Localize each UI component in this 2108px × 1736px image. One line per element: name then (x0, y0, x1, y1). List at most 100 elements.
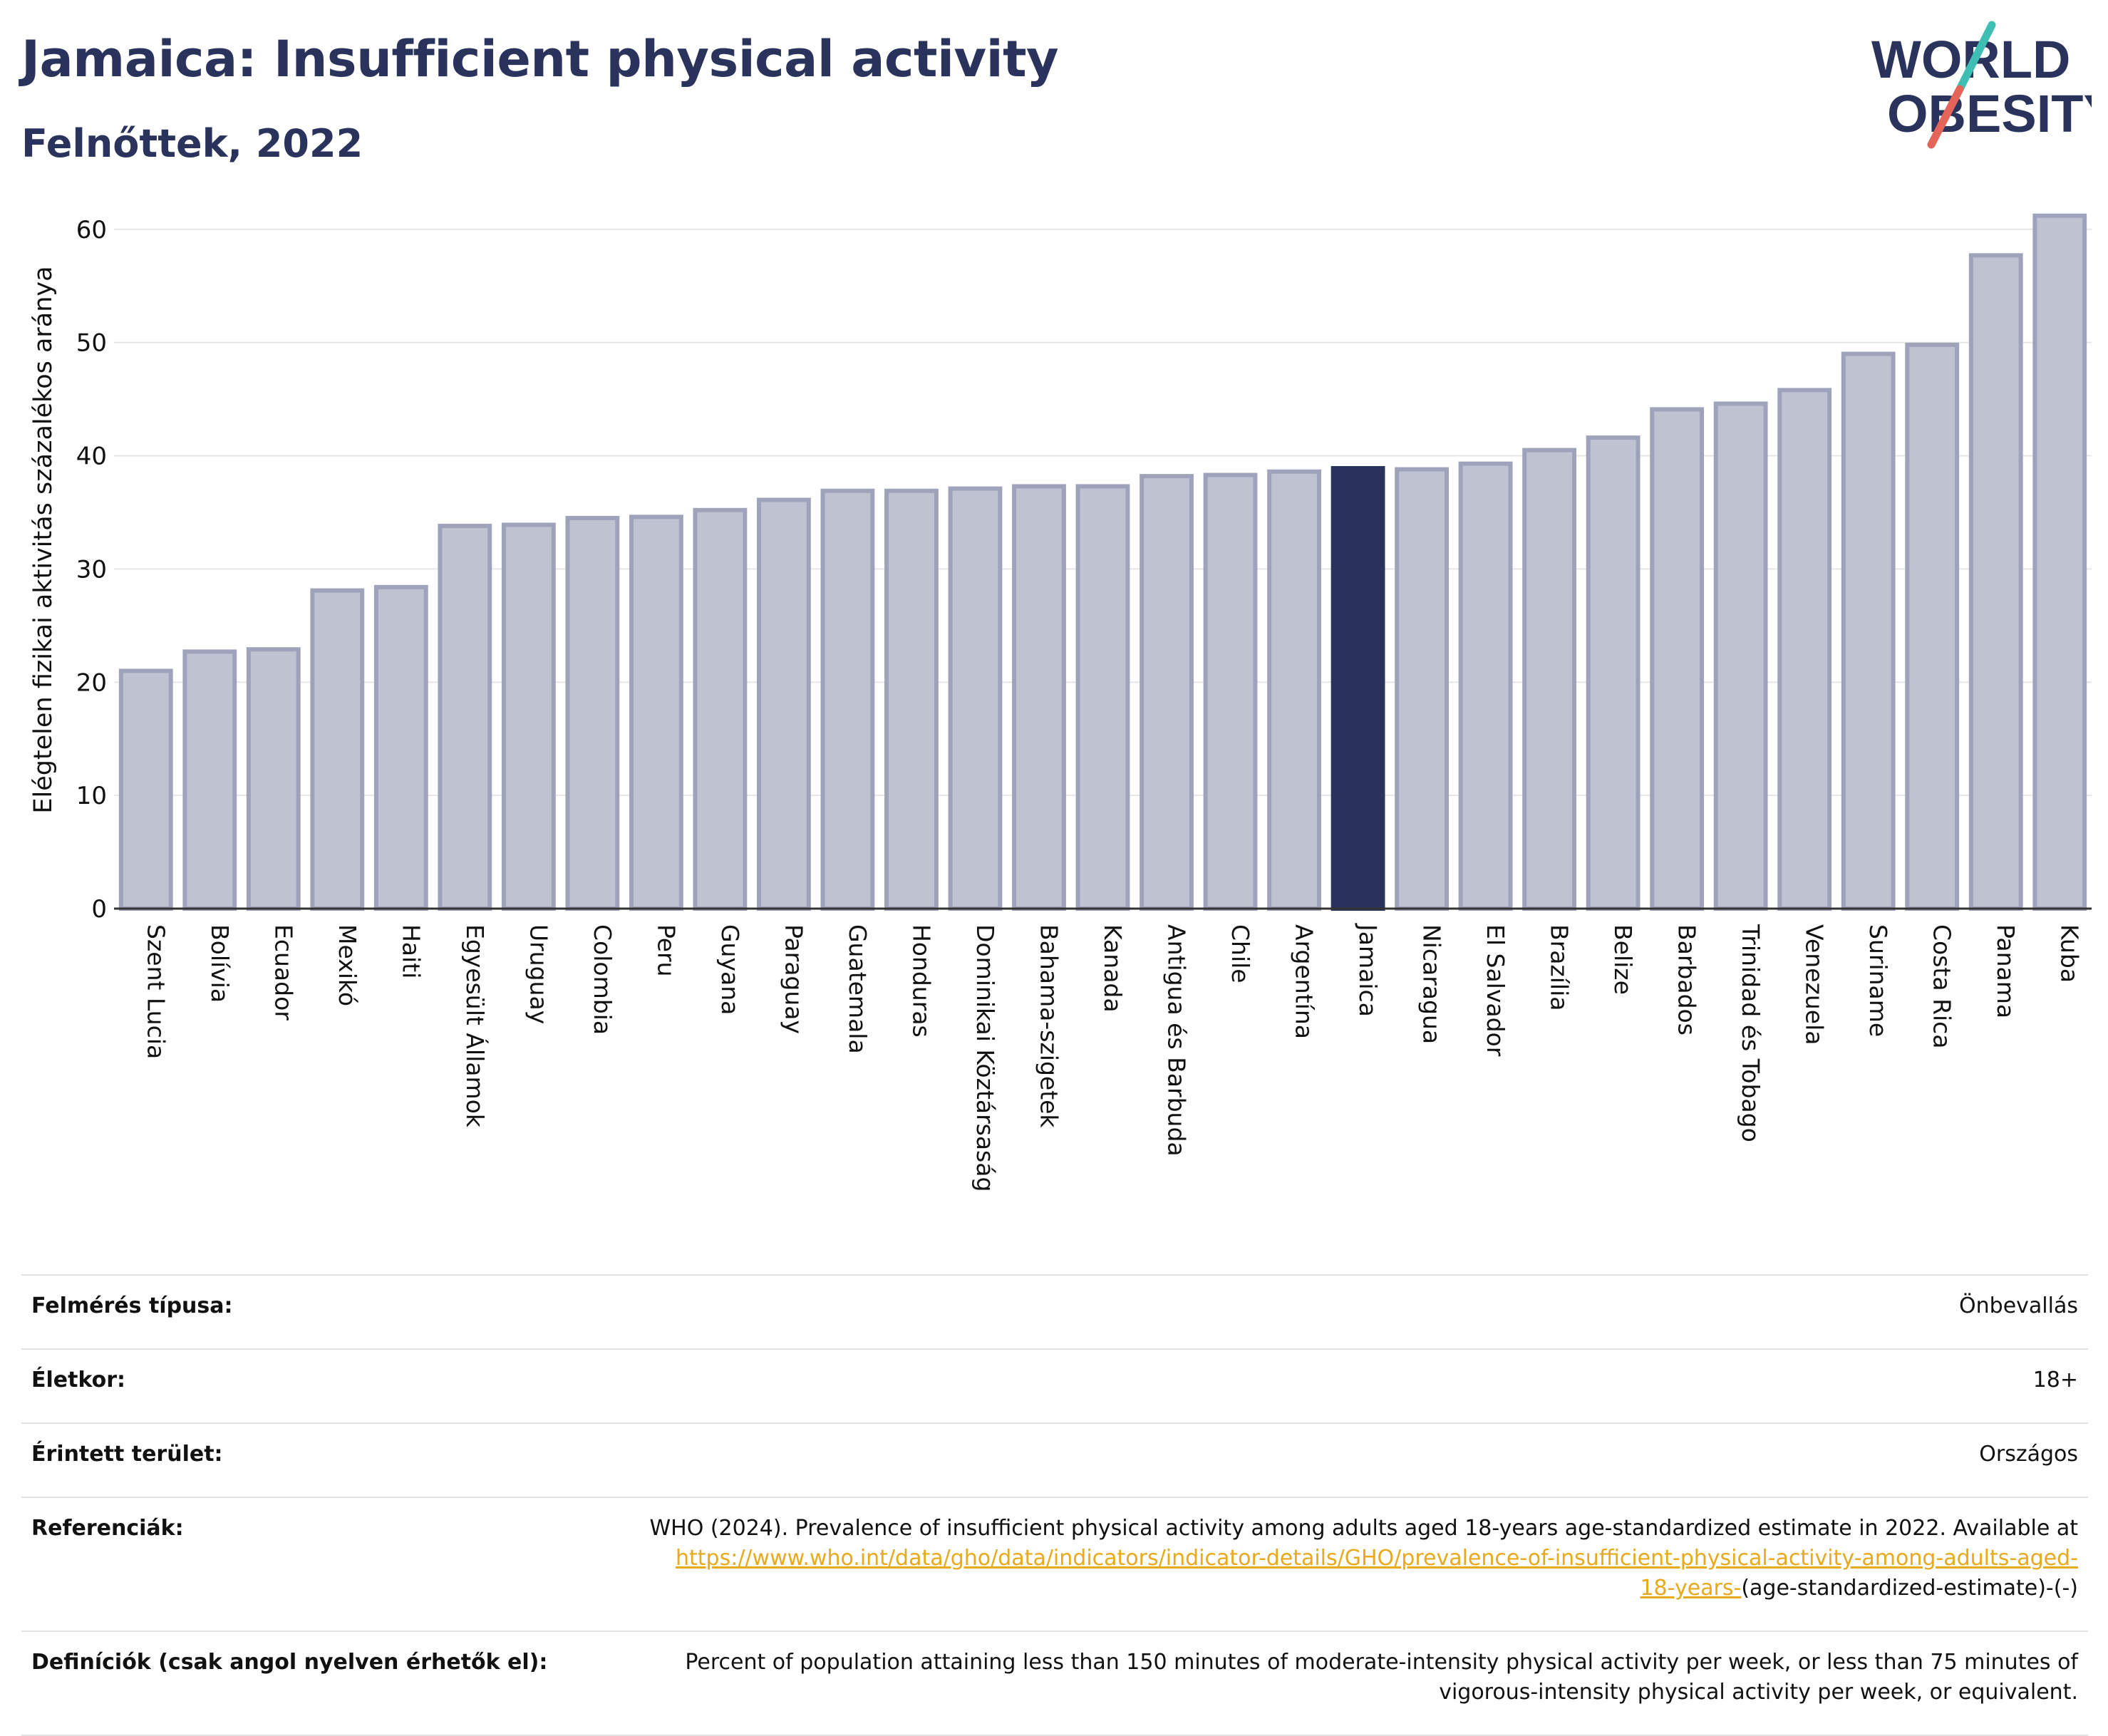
x-tick-label: Ecuador (269, 924, 297, 1021)
bar-venezuela (1777, 388, 1832, 911)
bar-colombia (565, 515, 620, 911)
definitions-line-1: Percent of population attaining less tha… (685, 1650, 2078, 1675)
bar-costa-rica (1905, 342, 1960, 911)
y-tick-label: 40 (76, 443, 107, 471)
bar-paraguay (757, 497, 811, 911)
bar-chile (1203, 472, 1258, 911)
x-tick-label: Jamaica (1354, 923, 1382, 1017)
bar-kuba (2032, 213, 2087, 911)
x-tick-label: Bolívia (206, 924, 234, 1003)
bar-guatemala (820, 488, 875, 911)
x-tick-label: Brazília (1546, 924, 1574, 1011)
bar-mexik- (310, 588, 365, 911)
bar-ecuador (246, 647, 301, 911)
bar-antigua-s-barbuda (1140, 474, 1194, 911)
references-link-cont[interactable]: 18-years- (1640, 1576, 1742, 1601)
x-tick-label: Trinidad és Tobago (1737, 924, 1765, 1142)
info-value: 18+ (557, 1348, 2088, 1424)
y-tick-label: 60 (76, 216, 107, 244)
y-tick-label: 50 (76, 329, 107, 358)
references-suffix: (age-standardized-estimate)-(-) (1741, 1576, 2078, 1601)
logo-text-obesity: OBESITY (1887, 84, 2092, 143)
bar-suriname (1841, 351, 1896, 911)
info-label: Érintett terület: (21, 1422, 558, 1498)
x-tick-label: Barbados (1673, 924, 1701, 1035)
x-tick-label: Kuba (2056, 924, 2084, 983)
info-row-references: Referenciák: WHO (2024). Prevalence of i… (21, 1497, 2088, 1632)
definitions-line-2: vigorous-intensity physical activity per… (1439, 1680, 2078, 1705)
info-row-age: Életkor: 18+ (21, 1348, 2088, 1424)
x-tick-label: Chile (1226, 924, 1254, 983)
bar-el-salvador (1458, 461, 1513, 911)
x-tick-label: Szent Lucia (142, 924, 170, 1059)
bar-braz-lia (1522, 448, 1577, 911)
x-tick-label: Guatemala (844, 924, 872, 1054)
logo-slash-red (1927, 85, 1964, 149)
bars (118, 213, 2087, 911)
x-tick-label: Bahama-szigetek (1035, 924, 1063, 1128)
references-text: WHO (2024). Prevalence of insufficient p… (649, 1516, 2078, 1541)
bar-dominikai-k-zt-rsas-g (948, 486, 1003, 911)
x-tick-label: Antigua és Barbuda (1163, 924, 1191, 1157)
bar-szent-lucia (118, 668, 173, 911)
bar-belize (1586, 435, 1641, 911)
x-tick-label: Haiti (397, 924, 425, 978)
x-tick-label: Suriname (1864, 924, 1892, 1037)
x-tick-label: Belize (1609, 924, 1637, 995)
x-tick-label: Argentína (1291, 924, 1318, 1039)
definitions-value: Percent of population attaining less tha… (557, 1631, 2088, 1736)
x-tick-label: Colombia (589, 924, 616, 1035)
info-label: Felmérés típusa: (21, 1274, 558, 1350)
x-tick-label: Honduras (907, 924, 935, 1038)
x-tick-labels: Szent Lucia Bolívia Ecuador Mexikó Haiti Egye… (142, 923, 2083, 1192)
x-tick-label: Dominikai Köztársaság (971, 924, 999, 1192)
bar-bahama-szigetek (1012, 484, 1066, 911)
info-row-definitions: Definíciók (csak angol nyelven érhetők e… (21, 1631, 2088, 1736)
references-value: WHO (2024). Prevalence of insufficient p… (557, 1497, 2088, 1632)
x-tick-label: Kanada (1099, 924, 1127, 1013)
info-label: Életkor: (21, 1348, 558, 1424)
bar-honduras (884, 488, 939, 911)
info-label: Referenciák: (21, 1497, 558, 1632)
info-row-area: Érintett terület: Országos (21, 1422, 2088, 1498)
bar-jamaica (1331, 465, 1385, 911)
chart-subtitle: Felnőttek, 2022 (21, 121, 363, 166)
y-tick-label: 10 (76, 782, 107, 810)
info-value: Önbevallás (557, 1274, 2088, 1350)
references-link[interactable]: https://www.who.int/data/gho/data/indica… (676, 1546, 2078, 1571)
world-obesity-logo: WORLD OBESITY (1871, 21, 2092, 149)
x-tick-label: Paraguay (780, 924, 807, 1034)
x-tick-label: Venezuela (1801, 924, 1829, 1045)
bar-bol-via (182, 649, 237, 911)
x-tick-label: Egyesült Államok (461, 924, 490, 1128)
y-tick-label: 0 (91, 895, 107, 924)
x-tick-label: Costa Rica (1928, 924, 1956, 1049)
bar-panama (1968, 253, 2023, 911)
x-tick-label: Mexikó (334, 924, 361, 1006)
x-tick-label: Uruguay (525, 924, 552, 1024)
x-tick-label: Nicaragua (1418, 924, 1446, 1044)
x-tick-label: Guyana (716, 924, 744, 1015)
bar-barbados (1650, 407, 1705, 911)
info-value: Országos (557, 1422, 2088, 1498)
bar-kanada (1075, 484, 1130, 911)
y-tick-label: 30 (76, 555, 107, 584)
y-tick-label: 20 (76, 668, 107, 697)
info-label: Definíciók (csak angol nyelven érhetők e… (21, 1631, 558, 1736)
chart-title: Jamaica: Insufficient physical activity (21, 30, 1059, 88)
bar-haiti (373, 584, 428, 911)
bar-chart: 0 10 20 30 40 50 60 Szent Lucia Bolívia Ecuador M… (29, 213, 2092, 1192)
x-tick-label: Panama (1992, 924, 2020, 1018)
bar-peru (629, 515, 683, 911)
logo-slash-teal (1955, 21, 1996, 93)
bar-uruguay (501, 522, 556, 911)
y-tick-labels: 0 10 20 30 40 50 60 (76, 216, 107, 924)
y-axis-label: Elégtelen fizikai aktivitás százalékos a… (29, 266, 58, 813)
bar-guyana (693, 507, 748, 911)
info-row-survey-type: Felmérés típusa: Önbevallás (21, 1274, 2088, 1350)
bar-trinidad-s-tobago (1713, 401, 1768, 911)
bar-egyes-lt-llamok (438, 524, 492, 911)
bar-argent-na (1267, 469, 1321, 911)
x-tick-label: Peru (652, 924, 680, 977)
info-table: Felmérés típusa: Önbevallás Életkor: 18+… (21, 1274, 2088, 1736)
